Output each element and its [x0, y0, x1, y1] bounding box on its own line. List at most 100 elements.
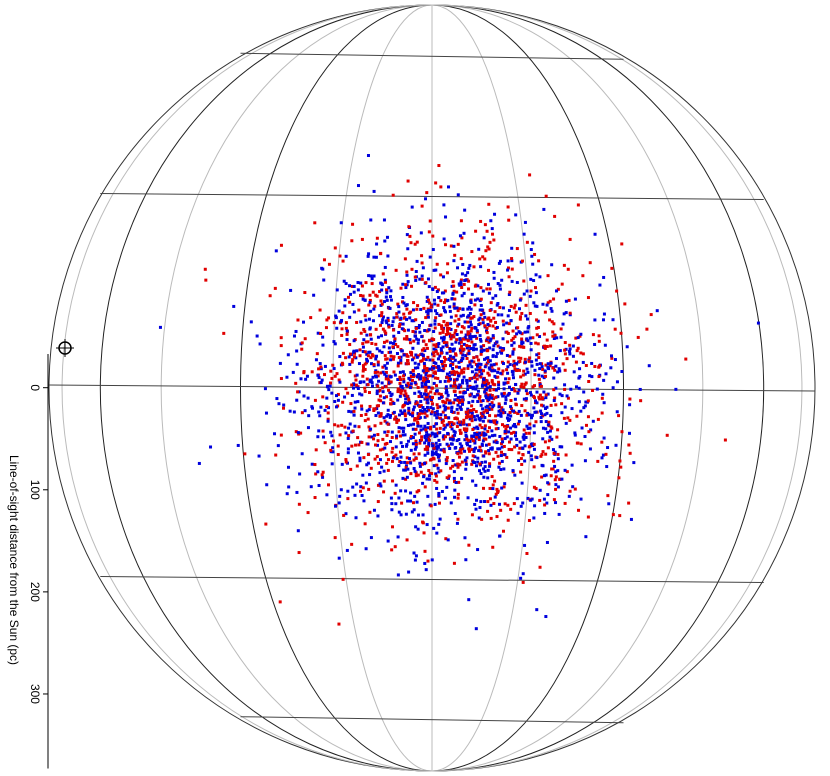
star-point [432, 526, 436, 530]
star-point [396, 387, 400, 391]
star-point [436, 364, 440, 368]
star-point [549, 344, 553, 348]
star-point [361, 350, 365, 354]
star-point [452, 289, 456, 293]
star-point [518, 440, 522, 444]
star-point [422, 385, 426, 389]
star-point [350, 284, 354, 288]
star-point [376, 335, 380, 339]
star-point [366, 383, 370, 387]
star-point [553, 478, 557, 482]
star-point [478, 431, 482, 435]
star-point [361, 297, 365, 301]
star-point [602, 436, 606, 440]
star-point [389, 289, 393, 293]
star-point [491, 296, 495, 300]
star-point [414, 442, 418, 446]
star-point [386, 430, 390, 434]
star-point [435, 312, 439, 316]
star-point [236, 443, 240, 447]
star-point [464, 558, 468, 562]
star-point [386, 254, 390, 258]
star-point [300, 452, 304, 456]
star-point [454, 393, 458, 397]
star-point [466, 271, 470, 275]
star-point [519, 356, 523, 360]
star-point [313, 398, 317, 402]
star-point [442, 423, 446, 427]
star-point [487, 373, 491, 377]
star-point [604, 452, 608, 456]
star-point [538, 393, 542, 397]
star-point [487, 360, 491, 364]
star-point [480, 426, 484, 430]
star-point [491, 483, 495, 487]
star-point [535, 353, 539, 357]
star-point [465, 346, 469, 350]
star-point [588, 261, 592, 265]
star-point [453, 358, 457, 362]
star-point [461, 313, 465, 317]
star-point [483, 365, 487, 369]
star-point [513, 335, 517, 339]
star-point [506, 314, 510, 318]
star-point [445, 341, 449, 345]
star-point [617, 414, 621, 418]
star-point [439, 185, 443, 189]
star-point [418, 330, 422, 334]
star-point [560, 477, 564, 481]
star-point [482, 236, 486, 240]
star-point [472, 356, 476, 360]
star-point [416, 366, 420, 370]
star-point [439, 469, 443, 473]
star-point [363, 386, 367, 390]
star-point [472, 376, 476, 380]
star-point [318, 308, 322, 312]
star-point [437, 491, 441, 495]
star-point [441, 410, 445, 414]
star-point [428, 367, 432, 371]
star-point [353, 424, 357, 428]
star-point [417, 489, 421, 493]
star-point [474, 347, 478, 351]
star-point [396, 398, 400, 402]
star-point [393, 545, 397, 549]
star-point [398, 413, 402, 417]
star-point [440, 489, 444, 493]
star-point [494, 326, 498, 330]
star-point [353, 406, 357, 410]
star-point [491, 232, 495, 236]
star-point [434, 268, 438, 272]
star-point [423, 426, 427, 430]
star-point [455, 332, 459, 336]
star-point [455, 521, 459, 525]
star-point [549, 403, 553, 407]
star-point [433, 432, 437, 436]
star-point [483, 469, 487, 473]
star-point [501, 440, 505, 444]
star-point [313, 463, 317, 467]
star-point [296, 431, 300, 435]
star-point [257, 454, 261, 458]
star-point [341, 362, 345, 366]
star-point [520, 481, 524, 485]
star-point [488, 339, 492, 343]
star-point [472, 360, 476, 364]
star-point [435, 416, 439, 420]
star-point [433, 435, 437, 439]
star-point [448, 349, 452, 353]
star-point [481, 407, 485, 411]
star-point [544, 363, 548, 367]
star-point [550, 263, 554, 267]
star-point [578, 367, 582, 371]
star-point [452, 561, 456, 565]
star-point [342, 513, 346, 517]
star-point [405, 273, 409, 277]
star-point [500, 278, 504, 282]
star-point [454, 352, 458, 356]
star-point [316, 331, 320, 335]
star-point [403, 394, 407, 398]
star-point [418, 409, 422, 413]
star-point [346, 447, 350, 451]
